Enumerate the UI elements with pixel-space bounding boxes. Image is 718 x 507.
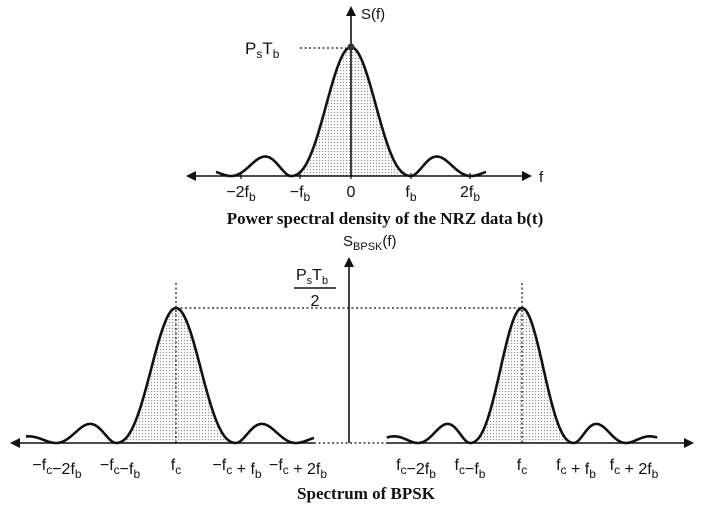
top-y-axis-arrow: [346, 6, 356, 16]
bottom-right-lobe-curve: [386, 306, 658, 445]
top-tick-label: 2fb: [460, 184, 480, 204]
bottom-left-tick-label: fc: [171, 457, 181, 477]
top-x-axis-right-arrow: [522, 171, 532, 181]
bottom-right-tick-label: fc + 2fb: [610, 457, 659, 481]
top-caption: Power spectral density of the NRZ data b…: [226, 209, 544, 228]
bottom-bpsk-plot: SBPSK(f) PsTb 2 −fc−2fb −fc−fb fc −fc + fb −…: [10, 233, 694, 481]
bottom-left-lobe-fill: [116, 308, 236, 443]
top-tick-label: 0: [347, 184, 356, 201]
bottom-left-lobe-curve: [25, 306, 315, 445]
bottom-x-axis-left-arrow: [10, 438, 20, 448]
bottom-peak-fraction-label: PsTb 2: [294, 267, 336, 310]
top-peak-marker: [347, 43, 355, 51]
bottom-left-tick-label: −fc−fb: [100, 457, 141, 481]
top-peak-label: PsTb: [245, 39, 280, 61]
top-tick-label: −fb: [290, 184, 311, 204]
top-tick-label: fb: [405, 184, 416, 204]
top-x-axis-left-arrow: [186, 171, 196, 181]
top-tick-label: −2fb: [226, 184, 256, 204]
bottom-left-tick-label: −fc + fb: [212, 457, 261, 481]
bottom-left-tick-label: −fc + 2fb: [269, 457, 327, 481]
bottom-y-axis-arrow: [344, 257, 354, 267]
bottom-right-tick-label: fc + fb: [556, 457, 596, 481]
bottom-right-lobe-fill: [470, 308, 574, 443]
top-psd-plot: S(f) f PsTb −2fb −fb 0 fb 2fb: [186, 6, 544, 204]
bottom-left-tick-label: −fc−2fb: [32, 457, 81, 481]
bottom-right-tick-label: fc−fb: [455, 457, 486, 481]
svg-text:PsTb: PsTb: [296, 267, 328, 287]
svg-text:2: 2: [311, 293, 320, 310]
bottom-right-tick-label: fc−2fb: [396, 457, 436, 481]
bottom-right-tick-label: fc: [517, 457, 527, 477]
top-tick-labels: −2fb −fb 0 fb 2fb: [226, 173, 480, 204]
bottom-caption: Spectrum of BPSK: [297, 484, 435, 503]
top-x-axis-label: f: [539, 169, 544, 186]
bottom-y-axis-label: SBPSK(f): [343, 233, 397, 253]
top-y-axis-label: S(f): [361, 6, 385, 23]
bottom-x-axis-right-arrow: [684, 438, 694, 448]
bottom-tick-labels: −fc−2fb −fc−fb fc −fc + fb −fc + 2fb fc−2fb fc…: [32, 457, 658, 481]
